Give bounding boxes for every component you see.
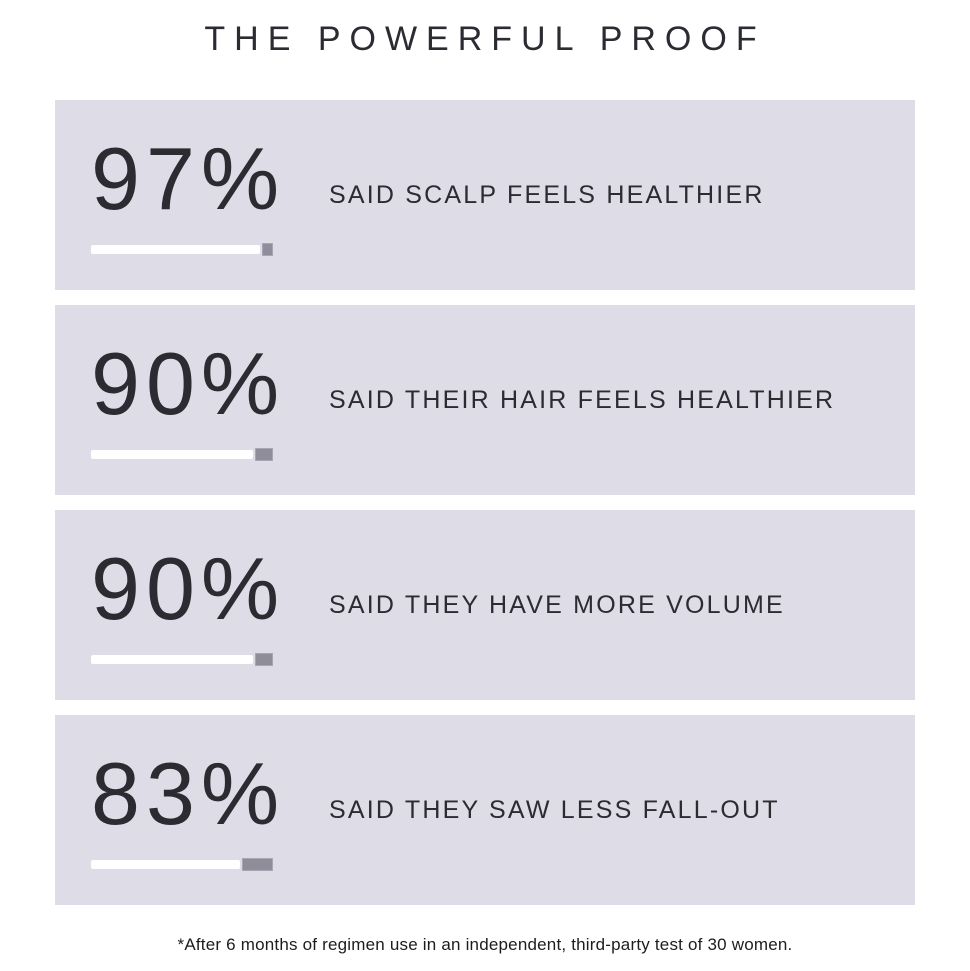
footnote: *After 6 months of regimen use in an ind… xyxy=(177,935,793,954)
progress-fill xyxy=(91,654,253,664)
stat-label: SAID THEY HAVE MORE VOLUME xyxy=(329,590,785,619)
progress-remainder xyxy=(242,857,273,871)
stat-card: 97% SAID SCALP FEELS HEALTHIER xyxy=(55,100,915,290)
stat-percent: 90% xyxy=(91,538,286,638)
page-title: THE POWERFUL PROOF xyxy=(204,20,766,58)
stat-block: 90% xyxy=(91,333,286,461)
stat-progress-bar xyxy=(91,857,273,871)
progress-fill xyxy=(91,859,241,869)
stat-card-list: 97% SAID SCALP FEELS HEALTHIER 90% SAID … xyxy=(55,100,915,905)
stat-block: 83% xyxy=(91,743,286,871)
stat-progress-bar xyxy=(91,242,273,256)
stat-progress-bar xyxy=(91,447,273,461)
stat-card: 90% SAID THEIR HAIR FEELS HEALTHIER xyxy=(55,305,915,495)
progress-fill xyxy=(91,244,260,254)
stat-card: 83% SAID THEY SAW LESS FALL-OUT xyxy=(55,715,915,905)
progress-remainder xyxy=(262,242,273,256)
progress-remainder xyxy=(254,447,273,461)
stat-percent: 97% xyxy=(91,128,286,228)
stat-label: SAID SCALP FEELS HEALTHIER xyxy=(329,180,765,209)
stat-block: 97% xyxy=(91,128,286,256)
stat-progress-bar xyxy=(91,652,273,666)
stat-label: SAID THEY SAW LESS FALL-OUT xyxy=(329,795,780,824)
stat-label: SAID THEIR HAIR FEELS HEALTHIER xyxy=(329,385,836,414)
stat-percent: 90% xyxy=(91,333,286,433)
stat-percent: 83% xyxy=(91,743,286,843)
stat-block: 90% xyxy=(91,538,286,666)
progress-fill xyxy=(91,449,253,459)
stat-card: 90% SAID THEY HAVE MORE VOLUME xyxy=(55,510,915,700)
progress-remainder xyxy=(254,652,273,666)
